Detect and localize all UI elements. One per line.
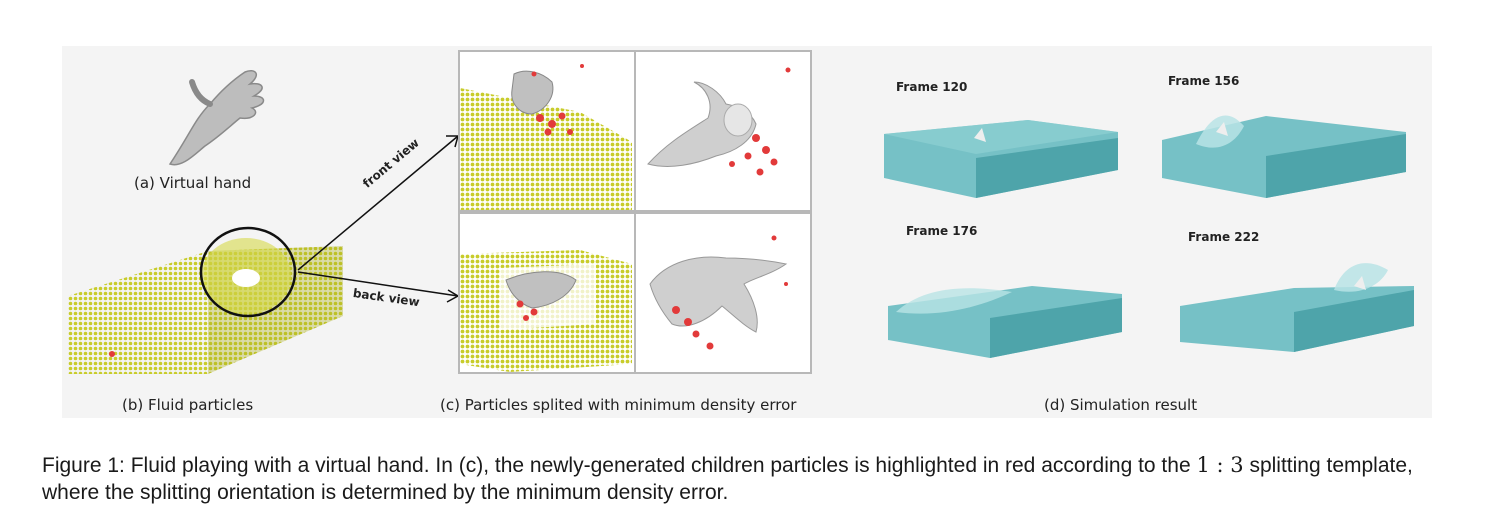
panel-front-particles: [458, 50, 636, 212]
frame-label-176: Frame 176: [906, 224, 978, 238]
selection-circle: [199, 226, 297, 318]
panel-front-hand: [634, 50, 812, 212]
figure-caption: Figure 1: Fluid playing with a virtual h…: [42, 452, 1462, 506]
label-fluid-particles: (b) Fluid particles: [122, 396, 254, 414]
caption-text-suffix: splitting template, where the splitting …: [42, 454, 1413, 504]
label-virtual-hand: (a) Virtual hand: [134, 174, 252, 192]
simulation-frame-222: [1180, 263, 1414, 352]
frame-label-222: Frame 222: [1188, 230, 1260, 244]
fluid-particles-image: [68, 238, 343, 374]
caption-text-prefix: Figure 1: Fluid playing with a virtual h…: [42, 454, 1197, 477]
simulation-frame-156: [1162, 115, 1406, 198]
arrows: [297, 135, 460, 303]
figure-panel: (a) Virtual hand (b) Fluid particles fro…: [62, 46, 1432, 418]
frame-label-120: Frame 120: [896, 80, 968, 94]
caption-math: 1 : 3: [1196, 453, 1244, 477]
panel-back-particles: [458, 212, 636, 374]
frame-label-156: Frame 156: [1168, 74, 1240, 88]
simulation-frame-120: [884, 120, 1118, 198]
panel-back-hand: [634, 212, 812, 374]
front-hand-image: [647, 67, 791, 176]
back-hand-image: [649, 235, 788, 350]
label-particles-splited: (c) Particles splited with minimum densi…: [440, 396, 797, 414]
virtual-hand-icon: [168, 70, 265, 166]
front-particles-image: [460, 64, 632, 210]
back-particles-image: [460, 250, 632, 372]
simulation-frame-176: [888, 286, 1122, 358]
label-simulation-result: (d) Simulation result: [1044, 396, 1198, 414]
